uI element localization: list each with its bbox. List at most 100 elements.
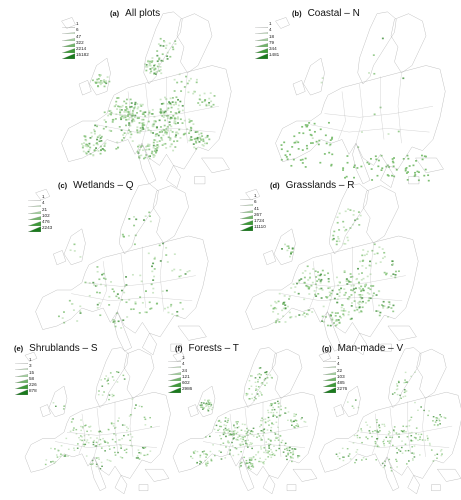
legend-value: 121 bbox=[182, 373, 190, 379]
panel-letter: (g) bbox=[322, 344, 332, 353]
legend-wedge-swatch bbox=[168, 366, 181, 369]
panel-letter: (c) bbox=[58, 181, 68, 190]
legend-wedge-swatch bbox=[255, 53, 268, 60]
legend-value: 22 bbox=[337, 367, 343, 373]
europe-map bbox=[22, 346, 172, 500]
legend-wedge-swatch bbox=[28, 221, 41, 227]
panel-name: Shrublands – S bbox=[29, 343, 98, 354]
legend-wedge-swatch bbox=[168, 377, 181, 381]
legend-value: 4 bbox=[182, 361, 185, 367]
legend-value: 322 bbox=[76, 39, 84, 45]
legend-wedge-swatch bbox=[28, 200, 41, 201]
legend-value: 2214 bbox=[76, 46, 87, 52]
plot-density-dots bbox=[270, 208, 400, 327]
panel-title: (f) Forests – T bbox=[175, 338, 239, 356]
legend-value: 4 bbox=[337, 361, 340, 367]
legend-value: 18 bbox=[269, 33, 275, 39]
legend-wedge-swatch bbox=[323, 387, 336, 394]
legend-value: 15 bbox=[29, 369, 35, 375]
legend-wedge-swatch bbox=[62, 32, 75, 35]
legend-wedge-swatch bbox=[240, 204, 253, 207]
plot-density-dots bbox=[80, 37, 216, 160]
plot-density-dots bbox=[57, 211, 191, 329]
panel-letter: (e) bbox=[14, 344, 24, 353]
legend-wedge-swatch bbox=[255, 48, 268, 54]
legend-wedge-swatch bbox=[168, 382, 181, 388]
legend-value: 4 bbox=[42, 200, 45, 206]
panel-letter: (b) bbox=[292, 9, 302, 18]
legend-wedge-swatch bbox=[323, 361, 336, 362]
legend-value: 344 bbox=[269, 46, 277, 52]
legend-wedge-swatch bbox=[255, 32, 268, 35]
legend-value: 1481 bbox=[269, 52, 280, 58]
plot-density-dots bbox=[44, 371, 153, 470]
country-outlines bbox=[276, 12, 446, 188]
legend-value: 1 bbox=[182, 355, 185, 360]
legend-wedge-swatch bbox=[62, 27, 75, 28]
legend-wedge-swatch bbox=[62, 53, 75, 60]
panel-name: All plots bbox=[125, 8, 161, 19]
panel-title: (g) Man-made – V bbox=[322, 338, 403, 356]
legend-wedge-swatch bbox=[323, 371, 336, 375]
legend-value: 79 bbox=[269, 39, 275, 45]
panel-name: Forests – T bbox=[188, 343, 239, 354]
legend-wedge-swatch bbox=[15, 389, 28, 396]
legend-wedge-swatch bbox=[240, 215, 253, 219]
panel-title: (b) Coastal – N bbox=[292, 3, 360, 21]
legend-value: 47 bbox=[76, 33, 82, 39]
panel-letter: (a) bbox=[110, 9, 120, 18]
country-outlines bbox=[173, 348, 319, 494]
plot-density-dots bbox=[280, 37, 430, 182]
legend-wedge-swatch bbox=[255, 37, 268, 41]
panel-name: Coastal – N bbox=[307, 8, 360, 19]
panel-letter: (f) bbox=[175, 344, 183, 353]
legend-wedge-swatch bbox=[240, 209, 253, 213]
panel-name: Grasslands – R bbox=[285, 180, 355, 191]
legend-wedge-swatch bbox=[240, 220, 253, 226]
legend-wedge-swatch bbox=[62, 43, 75, 47]
legend-value: 4 bbox=[269, 27, 272, 33]
legend-value: 485 bbox=[337, 380, 345, 386]
europe-map bbox=[242, 182, 420, 362]
legend-wedge-swatch bbox=[323, 366, 336, 369]
legend-wedge-swatch bbox=[28, 210, 41, 214]
legend-wedge-swatch bbox=[28, 205, 41, 208]
legend-value: 878 bbox=[29, 388, 37, 394]
legend-wedge-swatch bbox=[15, 373, 28, 377]
legend-wedge-swatch bbox=[323, 382, 336, 388]
legend-value: 41 bbox=[254, 205, 260, 211]
legend-value: 2986 bbox=[182, 386, 193, 392]
country-outlines bbox=[62, 12, 232, 188]
panel-title: (e) Shrublands – S bbox=[14, 338, 98, 356]
europe-map bbox=[316, 346, 461, 500]
country-outlines bbox=[246, 184, 419, 355]
legend-value: 24 bbox=[182, 367, 188, 373]
legend-value: 2243 bbox=[42, 225, 53, 231]
legend-value: 2276 bbox=[337, 386, 348, 392]
legend-value: 1 bbox=[254, 193, 257, 198]
country-outlines bbox=[319, 348, 461, 494]
panel-name: Man-made – V bbox=[337, 343, 404, 354]
legend-wedge-swatch bbox=[240, 225, 253, 232]
legend-wedge-swatch bbox=[15, 384, 28, 390]
legend-value: 1 bbox=[76, 21, 79, 26]
panel-title: (c) Wetlands – Q bbox=[58, 175, 134, 193]
legend-value: 11110 bbox=[254, 224, 266, 230]
legend-wedge-swatch bbox=[255, 27, 268, 28]
europe-map bbox=[170, 346, 320, 500]
legend-value: 58 bbox=[29, 375, 35, 381]
legend-value: 1 bbox=[269, 21, 272, 26]
legend-value: 1 bbox=[42, 194, 45, 199]
legend-value: 21 bbox=[42, 206, 48, 212]
legend-value: 1 bbox=[337, 355, 340, 360]
legend-value: 102 bbox=[42, 212, 50, 218]
europe-map bbox=[58, 10, 233, 195]
legend-value: 15182 bbox=[76, 52, 89, 58]
legend-value: 267 bbox=[254, 211, 262, 217]
panel-letter: (d) bbox=[270, 181, 280, 190]
legend-value: 476 bbox=[42, 219, 50, 225]
plot-density-dots bbox=[190, 367, 307, 470]
europe-map bbox=[272, 10, 447, 195]
panel-name: Wetlands – Q bbox=[73, 180, 134, 191]
legend-wedge-swatch bbox=[15, 368, 28, 371]
